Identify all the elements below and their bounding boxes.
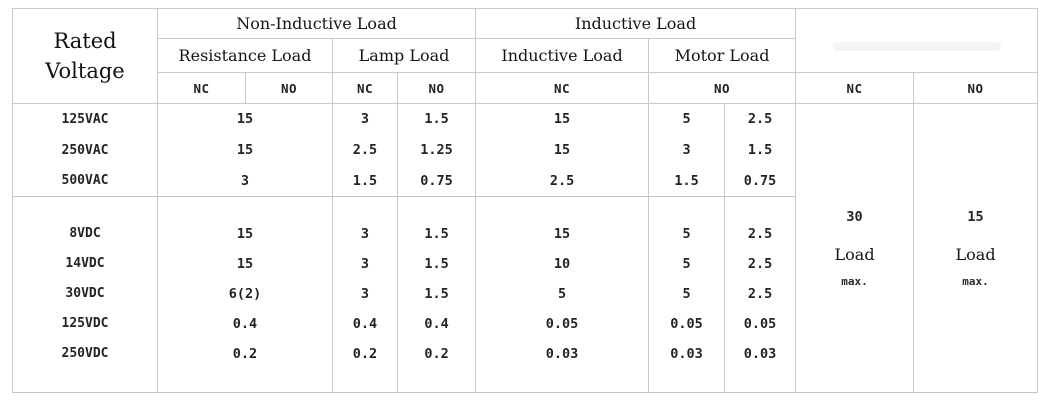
faint-watermark (832, 42, 1001, 51)
cell-inductive-nc: 15 (475, 218, 650, 249)
cell-voltage: 250VDC (12, 338, 158, 369)
cell-voltage: 30VDC (12, 278, 158, 309)
cell-motor-no-1: 5 (648, 103, 726, 135)
cell-motor-no-2: 2.5 (724, 218, 797, 249)
header-lamp-load: Lamp Load (331, 38, 477, 73)
cell-motor-no-2: 2.5 (724, 103, 797, 135)
header-lamp-nc: NC (332, 72, 398, 104)
summary-nc-max-label: max. (841, 274, 868, 288)
summary-nc-cell: 30 Load max. (795, 103, 915, 393)
cell-lamp-nc: 3 (332, 218, 398, 249)
table-row: 250VAC 15 2.5 1.25 15 3 1.5 (12, 134, 1038, 166)
cell-lamp-nc: 0.4 (332, 308, 398, 339)
cell-lamp-nc: 2.5 (332, 134, 398, 166)
cell-inductive-nc: 15 (475, 134, 650, 166)
cell-lamp-no: 1.5 (396, 218, 477, 249)
cell-lamp-nc: 3 (332, 278, 398, 309)
cell-lamp-no: 0.75 (396, 165, 477, 197)
summary-nc-load-label: Load (834, 244, 875, 264)
cell-motor-no-2: 0.05 (724, 308, 797, 339)
header-motor-no: NO (648, 72, 797, 104)
header-lamp-no: NO (396, 72, 477, 104)
summary-no-cell: 15 Load max. (913, 103, 1039, 393)
header-group-non-inductive-load: Non-Inductive Load (156, 8, 477, 39)
cell-voltage: 8VDC (12, 218, 158, 249)
cell-inductive-nc: 2.5 (475, 165, 650, 197)
cell-motor-no-1: 0.05 (648, 308, 726, 339)
cell-lamp-nc: 1.5 (332, 165, 398, 197)
cell-resistance: 15 (157, 134, 333, 166)
cell-motor-no-2: 0.03 (724, 338, 797, 369)
cell-lamp-nc: 0.2 (332, 338, 398, 369)
cell-lamp-no: 1.25 (396, 134, 477, 166)
cell-resistance: 3 (157, 165, 333, 197)
cell-lamp-nc: 3 (332, 103, 398, 135)
cell-voltage: 250VAC (12, 134, 158, 166)
cell-voltage: 125VDC (12, 308, 158, 339)
header-summary-nc: NC (795, 72, 915, 104)
cell-resistance: 15 (157, 248, 333, 279)
summary-no-value: 15 (967, 208, 984, 225)
cell-resistance: 15 (157, 103, 333, 135)
header-resistance-load: Resistance Load (157, 38, 333, 73)
cell-lamp-no: 0.4 (396, 308, 477, 339)
header-motor-load: Motor Load (648, 38, 797, 73)
cell-motor-no-1: 5 (648, 248, 726, 279)
table-row: 30VDC 6(2) 3 1.5 5 5 2.5 (12, 278, 1038, 309)
cell-inductive-nc: 5 (475, 278, 650, 309)
cell-voltage: 14VDC (12, 248, 158, 279)
cell-resistance: 0.4 (157, 308, 333, 339)
cell-motor-no-1: 5 (648, 278, 726, 309)
cell-motor-no-1: 3 (648, 134, 726, 166)
table-row: 500VAC 3 1.5 0.75 2.5 1.5 0.75 (12, 165, 1038, 197)
table-row: 8VDC 15 3 1.5 15 5 2.5 (12, 218, 1038, 249)
cell-voltage: 125VAC (12, 103, 158, 135)
header-resistance-no: NO (245, 72, 333, 104)
table-row: 125VDC 0.4 0.4 0.4 0.05 0.05 0.05 (12, 308, 1038, 339)
table-row: 14VDC 15 3 1.5 10 5 2.5 (12, 248, 1038, 279)
cell-motor-no-2: 0.75 (724, 165, 797, 197)
summary-no-max-label: max. (962, 274, 989, 288)
cell-motor-no-2: 1.5 (724, 134, 797, 166)
cell-motor-no-1: 5 (648, 218, 726, 249)
header-group-inductive-load: Inductive Load (475, 8, 797, 39)
bottom-spacer-row (12, 368, 1038, 393)
cell-lamp-nc: 3 (332, 248, 398, 279)
table-row: 250VDC 0.2 0.2 0.2 0.03 0.03 0.03 (12, 338, 1038, 369)
cell-motor-no-1: 1.5 (648, 165, 726, 197)
summary-nc-value: 30 (846, 208, 863, 225)
cell-lamp-no: 1.5 (396, 103, 477, 135)
section-divider-row (12, 196, 1038, 219)
header-inductive-nc: NC (475, 72, 650, 104)
cell-lamp-no: 1.5 (396, 278, 477, 309)
cell-resistance: 15 (157, 218, 333, 249)
contact-rating-table: Rated Voltage Non-Inductive Load Inducti… (12, 8, 1039, 393)
cell-motor-no-2: 2.5 (724, 248, 797, 279)
cell-voltage: 500VAC (12, 165, 158, 197)
cell-inductive-nc: 0.03 (475, 338, 650, 369)
header-resistance-nc: NC (157, 72, 246, 104)
header-rated-voltage: Rated Voltage (12, 8, 158, 104)
header-blank-cell (795, 8, 1039, 73)
header-summary-no: NO (913, 72, 1039, 104)
header-inductive-load: Inductive Load (475, 38, 650, 73)
cell-inductive-nc: 15 (475, 103, 650, 135)
cell-motor-no-2: 2.5 (724, 278, 797, 309)
summary-no-load-label: Load (955, 244, 996, 264)
cell-inductive-nc: 10 (475, 248, 650, 279)
table-row: 125VAC 15 3 1.5 15 5 2.5 30 Load max. 15… (12, 103, 1039, 393)
cell-inductive-nc: 0.05 (475, 308, 650, 339)
cell-motor-no-1: 0.03 (648, 338, 726, 369)
cell-resistance: 6(2) (157, 278, 333, 309)
cell-lamp-no: 1.5 (396, 248, 477, 279)
cell-resistance: 0.2 (157, 338, 333, 369)
cell-lamp-no: 0.2 (396, 338, 477, 369)
